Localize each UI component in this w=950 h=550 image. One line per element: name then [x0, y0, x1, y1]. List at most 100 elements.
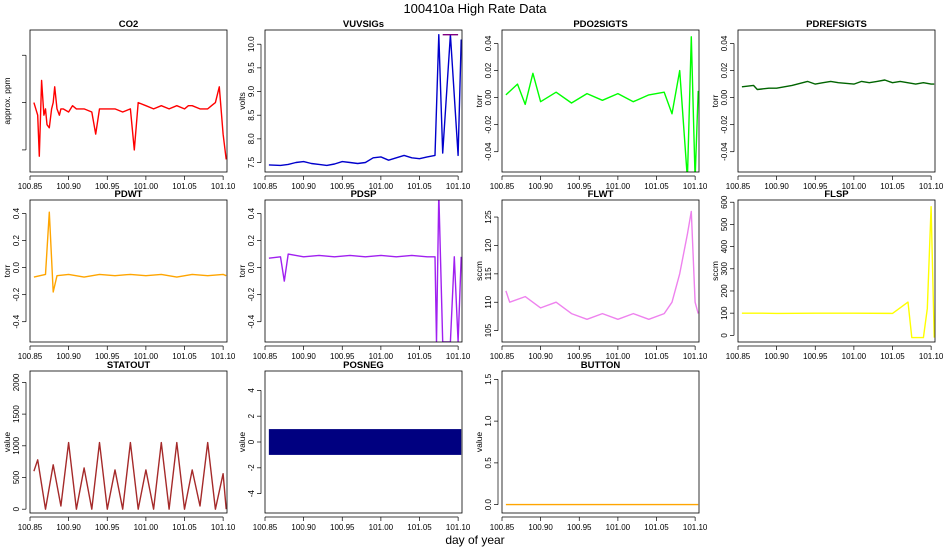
- x-tick-label: 101.00: [842, 182, 867, 191]
- x-tick-label: 101.10: [919, 182, 944, 191]
- y-axis-label: value: [237, 432, 247, 453]
- plot-frame: [737, 199, 936, 343]
- x-tick-label: 100.95: [95, 523, 120, 532]
- plot-area: [268, 429, 462, 455]
- data-band: [268, 429, 462, 455]
- y-tick-label: 200: [720, 284, 729, 298]
- panel-title: BUTTON: [581, 360, 621, 371]
- x-tick-label: 101.00: [134, 182, 159, 191]
- x-tick-label: 100.95: [567, 182, 592, 191]
- plot-frame: [29, 370, 228, 514]
- panel-title: PDREFSIGTS: [806, 19, 867, 30]
- panel-title: CO2: [119, 19, 139, 30]
- x-tick-label: 100.85: [726, 182, 751, 191]
- plot-area: [33, 79, 227, 160]
- y-tick-label: 600: [720, 195, 729, 209]
- y-tick-label: 0.0: [484, 499, 493, 511]
- series-line-pdo2sigts: [505, 36, 699, 172]
- x-tick-label: 101.05: [172, 352, 197, 361]
- series-line-pdwt: [33, 211, 227, 293]
- x-tick-label: 101.10: [446, 182, 471, 191]
- plot-area: [268, 200, 462, 342]
- x-tick-label: 100.85: [490, 182, 515, 191]
- x-tick-label: 100.85: [253, 352, 278, 361]
- x-tick-label: 100.85: [490, 352, 515, 361]
- y-tick-label: 100: [720, 306, 729, 320]
- plot-area: [505, 36, 699, 172]
- x-tick-label: 100.95: [567, 352, 592, 361]
- x-tick-label: 101.05: [407, 523, 432, 532]
- x-tick-label: 101.00: [606, 352, 631, 361]
- y-tick-label: 0.02: [720, 62, 729, 78]
- plot-area: [505, 210, 699, 320]
- y-tick-label: -2: [247, 464, 256, 472]
- x-tick-label: 100.90: [56, 352, 81, 361]
- y-tick-label: 300: [720, 262, 729, 276]
- y-tick-label: 0.04: [484, 35, 493, 51]
- panel-title: STATOUT: [107, 360, 150, 371]
- x-tick-label: 101.00: [134, 523, 159, 532]
- plot-frame: [29, 199, 228, 343]
- x-tick-label: 101.00: [369, 523, 394, 532]
- plot-frame: [501, 29, 700, 173]
- y-axis-label: sccm: [710, 261, 720, 281]
- y-tick-label: 8.5: [247, 109, 256, 121]
- x-tick-label: 101.10: [211, 523, 236, 532]
- figure-xlabel: day of year: [445, 533, 504, 547]
- x-tick-label: 101.10: [211, 352, 236, 361]
- x-tick-label: 101.10: [446, 352, 471, 361]
- y-axis-label: approx. ppm: [2, 77, 12, 124]
- x-tick-label: 100.90: [528, 182, 553, 191]
- y-tick-label: -4: [247, 490, 256, 498]
- y-tick-label: 10.0: [247, 36, 256, 52]
- panels: CO2 approx. ppm 100.85 100.90 100.95 101.00 10…: [2, 19, 944, 532]
- x-tick-label: 101.05: [644, 352, 669, 361]
- x-tick-label: 101.05: [172, 523, 197, 532]
- y-tick-label: 110: [484, 295, 493, 308]
- x-tick-label: 100.95: [330, 523, 355, 532]
- y-tick-label: -0.02: [720, 115, 729, 134]
- x-tick-label: 101.00: [134, 352, 159, 361]
- y-tick-label: -0.4: [247, 314, 256, 328]
- series-line-flwt: [505, 210, 699, 320]
- x-tick-label: 100.95: [330, 352, 355, 361]
- y-axis-label: value: [2, 432, 12, 453]
- y-tick-label: 7.5: [247, 156, 256, 168]
- plot-frame: [29, 29, 228, 173]
- y-tick-label: 2: [247, 413, 256, 418]
- y-tick-label: 0.04: [720, 35, 729, 51]
- x-tick-label: 101.05: [644, 182, 669, 191]
- plot-area: [33, 211, 227, 293]
- y-tick-label: -0.04: [484, 142, 493, 161]
- x-tick-label: 100.90: [528, 523, 553, 532]
- x-tick-label: 101.05: [407, 352, 432, 361]
- panel-flsp: FLSP sccm 100.85 100.90 100.95 101.00 101.05 10…: [710, 189, 944, 361]
- y-axis-label: volts: [237, 92, 247, 109]
- x-tick-label: 101.10: [683, 523, 708, 532]
- y-tick-label: 0.2: [247, 234, 256, 246]
- y-tick-label: 9.0: [247, 85, 256, 97]
- series-line-pdrefsigts: [741, 79, 935, 91]
- series-line-statout: [33, 441, 227, 510]
- panel-posneg: POSNEG value 100.85 100.90 100.95 101.00 101.0…: [237, 360, 471, 532]
- x-tick-label: 100.95: [803, 352, 828, 361]
- plot-frame: [264, 370, 463, 514]
- x-tick-label: 100.95: [95, 182, 120, 191]
- series-line-co2: [33, 79, 227, 160]
- plot-area: [741, 79, 935, 91]
- y-tick-label: -0.2: [12, 287, 21, 301]
- x-tick-label: 100.90: [291, 523, 316, 532]
- panel-statout: STATOUT value 100.85 100.90 100.95 101.00 101.…: [2, 360, 236, 532]
- y-tick-label: 0.4: [12, 207, 21, 219]
- panel-pdwt: PDWT torr 100.85 100.90 100.95 101.00 101.05 10…: [2, 189, 236, 361]
- x-tick-label: 101.00: [842, 352, 867, 361]
- x-tick-label: 101.05: [880, 182, 905, 191]
- panel-title: FLSP: [824, 189, 849, 200]
- x-tick-label: 100.90: [764, 352, 789, 361]
- y-tick-label: 8.0: [247, 133, 256, 145]
- x-tick-label: 101.05: [880, 352, 905, 361]
- panel-pdrefsigts: PDREFSIGTS torr 100.85 100.90 100.95 101.00 10…: [710, 19, 944, 191]
- x-tick-label: 100.85: [253, 523, 278, 532]
- y-tick-label: 0: [12, 506, 21, 511]
- figure-title: 100410a High Rate Data: [403, 1, 547, 16]
